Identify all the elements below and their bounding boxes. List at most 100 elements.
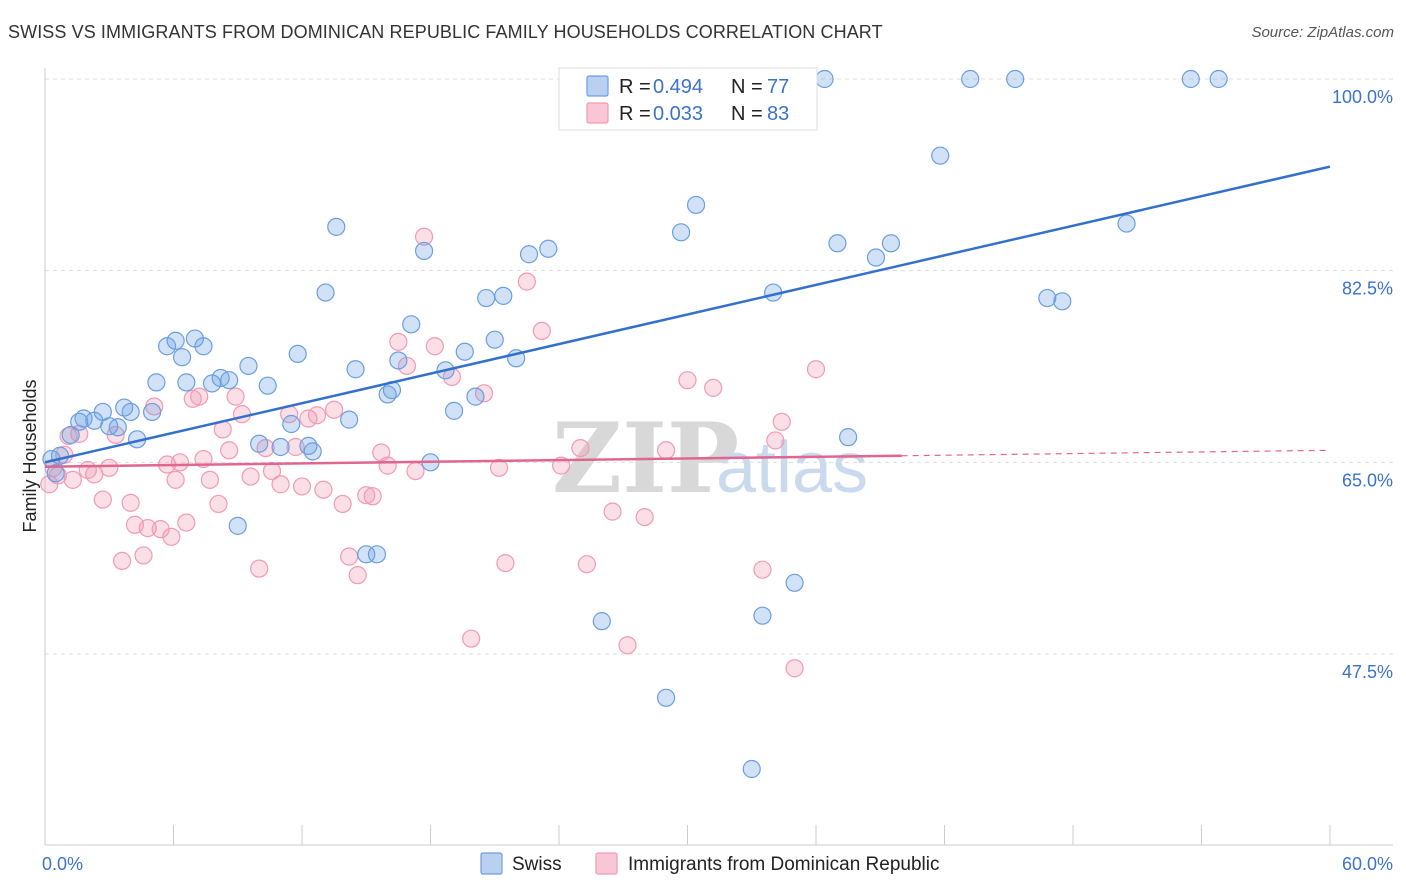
dominican-point-13 [121,493,140,512]
dominican-point-71 [678,371,697,390]
swiss-point-63 [785,573,804,592]
x-tick-label-1: 60.0% [1342,854,1393,874]
x-tick-labels: 0.0% 60.0% [42,854,1393,874]
dominican-point-43 [314,480,333,499]
dominican-point-47 [348,566,367,585]
dominican-point-49 [363,487,382,506]
dominican-point-40 [292,477,312,496]
dominican-point-9 [93,490,112,509]
swiss-point-25 [239,356,258,376]
swiss-point-46 [444,401,464,420]
swiss-point-26 [250,434,269,453]
dominican-point-68 [618,636,637,655]
bottom-legend-label-dominican: Immigrants from Dominican Republic [628,854,940,875]
dominican-point-63 [532,321,551,341]
dominican-point-60 [489,458,509,477]
swiss-point-50 [485,330,504,349]
dominican-point-52 [389,332,408,351]
swiss-point-24 [228,516,247,535]
legend-r-value-swiss: 0.494 [653,76,703,98]
swiss-point-66 [839,428,858,447]
swiss-point-11 [121,402,140,422]
dominican-point-61 [496,553,515,573]
swiss-point-61 [753,606,772,625]
swiss-point-49 [477,288,496,308]
legend-swatch-dominican [586,102,609,124]
dominican-point-48 [357,486,376,505]
swiss-point-53 [519,245,539,264]
dominican-point-10 [100,458,119,477]
dominican-point-32 [232,405,252,424]
dominican-point-62 [517,272,536,291]
swiss-point-70 [961,69,980,89]
y-axis-label: Family Households [20,379,40,532]
trend-lines [44,165,1331,468]
y-tick-label-3: 47.5% [1342,662,1393,682]
swiss-point-30 [288,344,307,364]
y-tick-label-1: 82.5% [1342,279,1393,299]
watermark-atlas: atlas [716,428,868,508]
swiss-point-29 [282,414,301,434]
swiss-point-75 [1181,69,1200,89]
swiss-point-69 [931,146,950,165]
dominican-point-75 [772,412,791,431]
x-tick-label-0: 0.0% [42,854,83,874]
dominican-point-44 [325,400,344,419]
swiss-point-76 [1209,69,1228,89]
swiss-point-23 [220,371,239,390]
legend-swatch-swiss [586,75,609,97]
dominican-point-33 [241,467,260,486]
legend-n-label-swiss: N = [731,76,763,98]
y-tick-labels: 100.0% 82.5% 65.0% 47.5% [1332,87,1393,682]
swiss-points [42,69,1228,779]
dominican-trend-line [44,454,902,468]
dominican-point-30 [220,441,239,460]
top-legend: R = 0.494 N = 77 R = 0.033 N = 83 [558,67,818,131]
legend-r-value-dominican: 0.033 [653,103,703,125]
dominican-point-67 [603,502,622,521]
axes [44,68,1393,846]
swiss-point-1 [46,464,65,483]
dominican-point-54 [406,461,425,481]
bottom-legend: Swiss Immigrants from Dominican Republic [480,852,940,875]
dominican-point-45 [333,494,352,514]
swiss-point-41 [389,351,408,370]
swiss-point-27 [258,376,277,395]
swiss-point-3 [61,425,80,445]
dominican-point-55 [414,227,434,246]
dominican-point-74 [766,431,785,450]
dominican-point-15 [134,546,153,565]
swiss-point-32 [303,442,322,461]
watermark: ZIP atlas [552,402,868,515]
dominican-point-21 [166,470,185,489]
swiss-point-72 [1038,288,1057,308]
swiss-point-33 [316,283,335,302]
swiss-point-18 [177,373,196,392]
swiss-point-43 [414,241,434,261]
dominican-point-70 [656,441,676,460]
bottom-legend-swatch-swiss [480,852,503,875]
swiss-point-54 [539,239,558,258]
swiss-point-34 [327,217,346,236]
dominican-point-65 [571,438,590,458]
dominican-point-72 [704,378,723,397]
dominican-point-56 [425,337,444,356]
swiss-point-35 [340,410,359,429]
dominican-point-20 [162,527,181,546]
legend-r-label-swiss: R = [619,76,651,98]
swiss-point-20 [194,337,213,356]
dominican-point-37 [271,475,290,494]
swiss-point-71 [1006,69,1025,89]
dominican-points [40,227,826,678]
swiss-point-68 [881,234,901,253]
swiss-point-9 [108,418,127,437]
dominican-point-69 [635,507,654,527]
bottom-legend-label-swiss: Swiss [512,854,562,875]
swiss-point-47 [455,342,474,361]
legend-n-value-dominican: 83 [767,103,789,125]
swiss-point-2 [50,446,70,465]
swiss-point-16 [166,331,185,350]
swiss-point-60 [742,759,761,779]
dominican-point-77 [806,360,826,379]
